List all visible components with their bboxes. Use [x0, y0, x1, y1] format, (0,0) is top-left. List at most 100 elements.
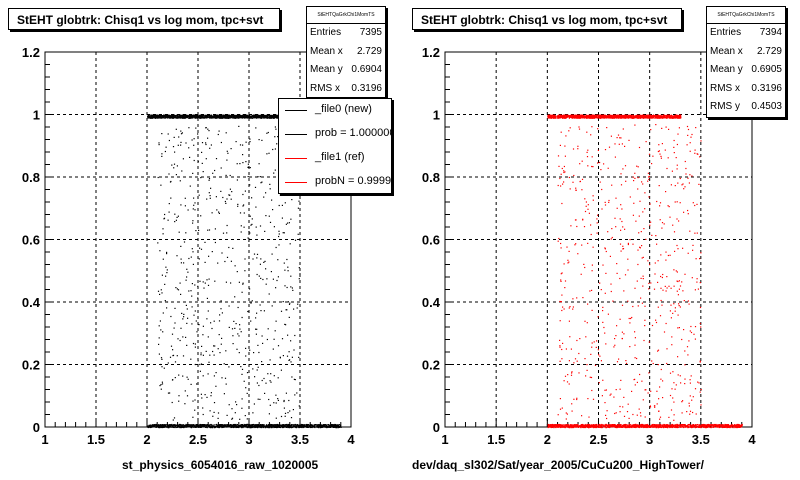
data-point: [268, 293, 270, 295]
data-point: [628, 423, 630, 426]
data-point: [302, 426, 304, 429]
data-point: [713, 425, 715, 427]
data-point: [311, 425, 314, 427]
data-point: [303, 425, 305, 427]
data-point: [255, 328, 257, 330]
data-point: [236, 179, 238, 181]
data-point: [242, 144, 244, 146]
data-point: [254, 424, 256, 426]
data-point: [636, 425, 638, 427]
data-point: [328, 424, 330, 426]
data-point: [219, 314, 221, 316]
data-point: [284, 202, 286, 204]
data-point: [188, 147, 190, 149]
data-point: [241, 316, 243, 319]
data-point: [290, 218, 292, 220]
data-point: [242, 205, 244, 207]
data-point: [270, 424, 272, 426]
data-point: [206, 115, 208, 117]
data-point: [225, 202, 227, 204]
data-point: [208, 361, 210, 363]
data-point: [202, 424, 204, 426]
data-point: [254, 117, 256, 119]
data-point: [693, 425, 695, 427]
data-point: [175, 117, 177, 119]
data-point: [218, 115, 220, 117]
data-point: [184, 424, 186, 427]
data-point: [575, 426, 577, 428]
data-point: [192, 416, 194, 418]
data-point: [180, 262, 182, 264]
data-point: [548, 423, 550, 426]
data-point: [249, 427, 251, 429]
data-point: [240, 231, 242, 233]
data-point: [267, 373, 269, 375]
data-point: [555, 425, 557, 427]
data-point: [726, 426, 728, 428]
data-point: [278, 425, 280, 428]
data-point: [268, 426, 270, 428]
data-point: [268, 116, 271, 118]
data-point: [710, 427, 712, 429]
data-point: [311, 426, 313, 429]
data-point: [169, 114, 171, 116]
data-point: [642, 424, 644, 426]
data-point: [171, 164, 173, 166]
data-point: [666, 424, 668, 426]
data-point: [201, 162, 203, 164]
data-point: [168, 211, 170, 213]
data-point: [166, 253, 168, 255]
data-point: [226, 424, 228, 426]
data-point: [185, 142, 187, 144]
data-point: [206, 114, 208, 116]
data-point: [213, 426, 216, 428]
data-point: [702, 426, 705, 428]
data-point: [238, 352, 240, 354]
data-point: [196, 383, 198, 385]
data-point: [241, 368, 244, 370]
data-point: [587, 424, 589, 426]
data-point: [173, 426, 175, 428]
data-point: [246, 372, 249, 374]
data-point: [258, 117, 260, 119]
data-point: [261, 425, 263, 427]
data-point: [227, 424, 229, 426]
data-point: [248, 115, 250, 117]
data-point: [175, 174, 177, 176]
data-point: [262, 425, 264, 427]
data-point: [267, 131, 269, 134]
data-point: [660, 425, 662, 427]
data-point: [712, 425, 714, 427]
data-point: [156, 423, 158, 426]
data-point: [334, 423, 336, 426]
data-point: [221, 114, 223, 116]
data-point: [219, 425, 221, 427]
data-point: [214, 241, 216, 244]
data-point: [635, 426, 637, 428]
data-point: [184, 117, 186, 119]
data-point: [677, 425, 679, 427]
data-point: [174, 307, 176, 309]
data-point: [157, 290, 160, 292]
data-point: [266, 115, 268, 117]
data-point: [700, 426, 702, 429]
data-point: [201, 142, 204, 144]
data-point: [167, 392, 170, 394]
data-point: [173, 136, 175, 138]
data-point: [698, 426, 701, 428]
data-point: [161, 383, 164, 385]
data-point: [210, 144, 212, 146]
data-point: [646, 426, 648, 428]
data-point: [283, 407, 285, 409]
data-point: [154, 426, 156, 428]
data-point: [263, 196, 265, 198]
data-point: [150, 116, 153, 118]
data-point: [160, 424, 162, 426]
data-point: [176, 425, 178, 427]
data-point: [249, 215, 251, 217]
data-point: [201, 424, 203, 426]
data-point: [202, 334, 204, 336]
data-point: [160, 329, 162, 331]
data-point: [274, 425, 276, 428]
